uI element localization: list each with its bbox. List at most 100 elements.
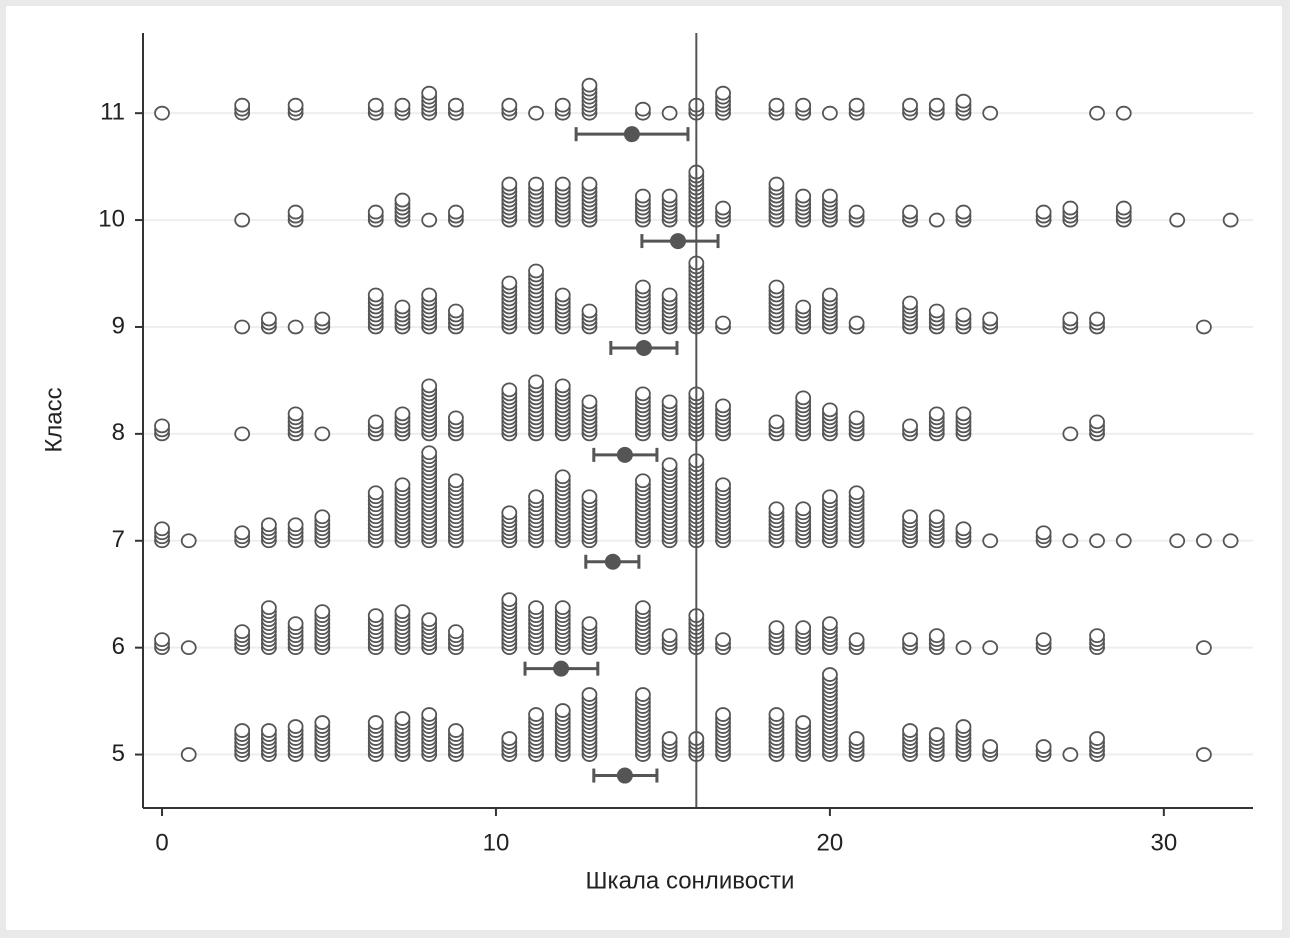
dot bbox=[367, 715, 384, 730]
dot bbox=[955, 204, 972, 220]
dot bbox=[1196, 747, 1212, 762]
dot bbox=[715, 398, 731, 414]
mean-marker bbox=[623, 126, 640, 143]
dot bbox=[822, 105, 838, 121]
x-tick-label: 10 bbox=[483, 829, 510, 856]
dot bbox=[394, 97, 411, 113]
dot bbox=[715, 315, 731, 331]
x-tick-label: 20 bbox=[817, 829, 844, 856]
dot bbox=[501, 97, 518, 113]
dot bbox=[661, 105, 678, 121]
dot bbox=[982, 105, 999, 121]
dot bbox=[928, 406, 945, 422]
dot bbox=[394, 406, 411, 422]
y-axis-label: Класс bbox=[40, 387, 67, 452]
dot bbox=[635, 101, 651, 117]
dot bbox=[234, 97, 251, 113]
dot bbox=[715, 632, 731, 648]
dot bbox=[528, 707, 544, 722]
x-tick-label: 0 bbox=[155, 829, 168, 856]
dot bbox=[314, 715, 331, 730]
dot bbox=[260, 517, 277, 533]
dot bbox=[768, 414, 785, 430]
dot bbox=[928, 628, 945, 644]
dot bbox=[1035, 204, 1052, 220]
dot bbox=[394, 604, 411, 620]
dot bbox=[501, 275, 518, 291]
dot bbox=[1089, 311, 1105, 327]
dot bbox=[528, 176, 544, 192]
dot bbox=[928, 97, 945, 113]
dot bbox=[955, 719, 972, 734]
dot bbox=[260, 723, 277, 738]
dot bbox=[421, 212, 438, 228]
dot bbox=[154, 521, 170, 537]
y-tick-label: 7 bbox=[112, 526, 125, 553]
dot bbox=[795, 620, 812, 636]
y-tick-label: 11 bbox=[100, 99, 125, 126]
dot bbox=[180, 747, 197, 762]
dot bbox=[635, 279, 651, 295]
dot bbox=[394, 477, 411, 493]
dot bbox=[822, 287, 838, 303]
dot bbox=[1089, 533, 1105, 549]
dot bbox=[661, 731, 678, 746]
dot bbox=[902, 418, 918, 434]
dot bbox=[394, 711, 411, 726]
dot bbox=[902, 632, 918, 648]
dot bbox=[501, 592, 518, 608]
dot bbox=[822, 616, 838, 632]
dot bbox=[554, 378, 571, 394]
dot bbox=[528, 489, 544, 505]
dot bbox=[1062, 426, 1079, 442]
dot bbox=[1115, 200, 1132, 216]
dot bbox=[287, 406, 304, 422]
dot bbox=[554, 703, 571, 718]
dot bbox=[715, 85, 731, 101]
dot bbox=[581, 616, 598, 632]
dot bbox=[421, 612, 438, 628]
dot bbox=[1035, 632, 1052, 648]
dot bbox=[554, 600, 571, 616]
dot bbox=[1035, 739, 1052, 754]
dot bbox=[982, 640, 999, 656]
dot bbox=[955, 406, 972, 422]
dot bbox=[287, 517, 304, 533]
dot bbox=[822, 188, 838, 204]
dot bbox=[1222, 212, 1239, 228]
dot bbox=[1035, 525, 1052, 541]
dot bbox=[554, 469, 571, 485]
dot bbox=[1115, 105, 1132, 121]
dot bbox=[287, 97, 304, 113]
dot bbox=[902, 509, 918, 525]
dot bbox=[528, 600, 544, 616]
dot bbox=[287, 616, 304, 632]
dot bbox=[234, 212, 251, 228]
dot bbox=[447, 473, 464, 489]
dot bbox=[287, 204, 304, 220]
dot bbox=[1196, 640, 1212, 656]
dot bbox=[1062, 533, 1079, 549]
dot bbox=[314, 426, 331, 442]
dot bbox=[928, 509, 945, 525]
dot bbox=[768, 620, 785, 636]
dot bbox=[902, 204, 918, 220]
dot bbox=[1089, 628, 1105, 644]
dot bbox=[1089, 731, 1105, 746]
dot bbox=[581, 77, 598, 93]
dot bbox=[1062, 747, 1079, 762]
y-tick-label: 9 bbox=[112, 312, 125, 339]
mean-marker bbox=[616, 767, 633, 784]
dot bbox=[822, 489, 838, 505]
dot bbox=[581, 687, 598, 702]
dot bbox=[1089, 414, 1105, 430]
dot bbox=[955, 640, 972, 656]
dot bbox=[501, 505, 518, 521]
dot bbox=[367, 414, 384, 430]
dot bbox=[581, 394, 598, 410]
dot bbox=[367, 485, 384, 501]
dot bbox=[635, 386, 651, 402]
dot bbox=[287, 319, 304, 335]
